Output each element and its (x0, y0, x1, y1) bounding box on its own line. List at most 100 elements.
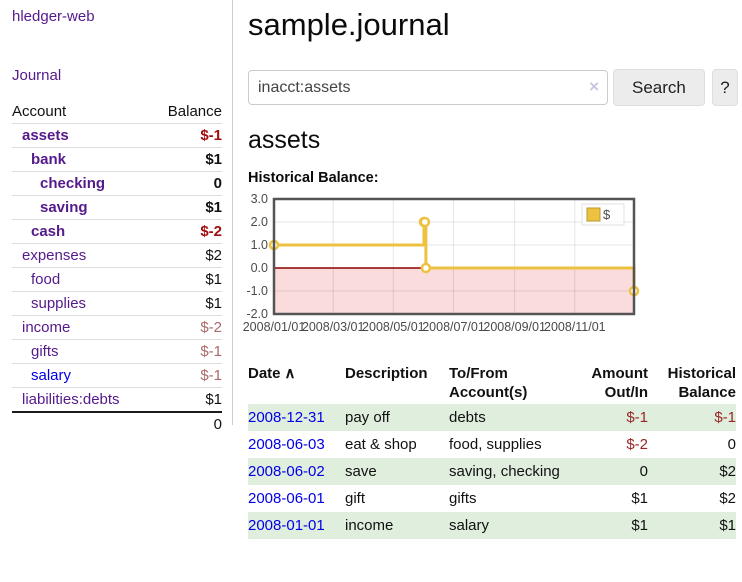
account-balance: $1 (205, 151, 222, 168)
y-tick-label: -1.0 (246, 284, 268, 298)
transaction-date-link[interactable]: 2008-06-03 (248, 436, 325, 453)
x-tick-label: 2008/01/01 (243, 320, 306, 334)
account-link-checking[interactable]: checking (40, 175, 106, 192)
account-row: assets $-1 (12, 124, 222, 148)
plot-border (272, 197, 636, 316)
transaction-accounts: debts (449, 404, 566, 431)
account-row: gifts $-1 (12, 340, 222, 364)
transaction-date-link[interactable]: 2008-01-01 (248, 517, 325, 534)
y-tick-label: 0.0 (251, 261, 268, 275)
transaction-accounts: salary (449, 512, 566, 539)
transaction-date-link[interactable]: 2008-12-31 (248, 409, 325, 426)
app-title-link[interactable]: hledger-web (12, 8, 95, 25)
account-row: checking 0 (12, 172, 222, 196)
negative-region (274, 268, 634, 314)
account-heading: assets (248, 126, 321, 154)
chart-title: Historical Balance: (248, 170, 379, 186)
account-balance: $1 (205, 199, 222, 216)
register-col-header: To/From Account(s) (449, 365, 528, 401)
register-row: 2008-06-02 save saving, checking 0 $2 (248, 458, 736, 485)
accounts-header-account: Account (12, 103, 67, 120)
transaction-date-link[interactable]: 2008-06-02 (248, 463, 325, 480)
account-row: liabilities:debts $1 (12, 388, 222, 413)
main-content: sample.journal × Search ? assets Histori… (233, 0, 742, 539)
register-col-header[interactable]: Date ∧ (248, 365, 296, 382)
accounts-header-balance: Balance (167, 103, 222, 120)
transaction-amount: 0 (566, 458, 648, 485)
transaction-amount: $-1 (566, 404, 648, 431)
accounts-table-header: Account Balance (12, 100, 222, 124)
transaction-balance: $-1 (648, 404, 736, 431)
sort-asc-icon: ∧ (284, 365, 296, 382)
register-row: 2008-06-03 eat & shop food, supplies $-2 0 (248, 431, 736, 458)
y-tick-label: -2.0 (246, 307, 268, 321)
account-row: food $1 (12, 268, 222, 292)
register-table: Date ∧ Description To/From Account(s) Amount… (248, 362, 736, 539)
transaction-date-link[interactable]: 2008-06-01 (248, 490, 325, 507)
clear-search-icon[interactable]: × (589, 77, 599, 96)
search-button[interactable]: Search (613, 69, 705, 106)
search-input[interactable] (248, 70, 608, 105)
account-balance: $1 (205, 271, 222, 288)
accounts-total-value: 0 (213, 416, 222, 433)
account-link-supplies[interactable]: supplies (31, 295, 87, 312)
account-link-bank[interactable]: bank (31, 151, 67, 168)
transaction-balance: 0 (727, 436, 736, 453)
account-link-salary[interactable]: salary (31, 367, 72, 384)
x-tick-label: 2008/07/01 (422, 320, 485, 334)
account-balance: $-1 (200, 343, 222, 360)
transaction-balance: $2 (719, 490, 736, 507)
transaction-description: eat & shop (345, 436, 417, 453)
account-link-liabilities-debts[interactable]: liabilities:debts (22, 391, 120, 408)
transaction-balance: $2 (648, 458, 736, 485)
account-link-assets[interactable]: assets (22, 127, 69, 144)
legend-label: $ (603, 207, 611, 222)
x-tick-label: 2008/09/01 (483, 320, 546, 334)
register-col-header: Historical Balance (667, 365, 736, 401)
account-link-saving[interactable]: saving (40, 199, 88, 216)
historical-balance-chart: $3.0 2.0 1.0 0.0 -1.0 -2.0 2008/01/01 2008/03/0… (243, 192, 738, 340)
account-row: saving $1 (12, 196, 222, 220)
x-tick-label: 2008/05/01 (362, 320, 425, 334)
account-link-food[interactable]: food (31, 271, 61, 288)
sidebar: hledger-web Journal Account Balance asse… (0, 0, 233, 433)
accounts-table: Account Balance assets $-1 bank $1 checking 0… (12, 100, 222, 436)
account-balance: $-2 (200, 319, 222, 336)
balance-chart-svg: $3.0 2.0 1.0 0.0 -1.0 -2.02008/01/012008/03/0… (243, 192, 640, 334)
account-balance: $1 (205, 391, 222, 408)
data-point-marker (420, 262, 432, 274)
transaction-balance: $1 (648, 512, 736, 539)
account-link-expenses[interactable]: expenses (22, 247, 87, 264)
page-title: sample.journal (248, 7, 450, 42)
transaction-amount: $-2 (626, 436, 648, 453)
transaction-amount: $1 (631, 490, 648, 507)
register-col-header: Description (345, 365, 428, 382)
transaction-amount: $1 (566, 512, 648, 539)
data-point-marker (419, 216, 431, 228)
transaction-description: save (345, 458, 449, 485)
account-balance: 0 (213, 175, 222, 192)
transaction-description: gift (345, 490, 366, 507)
transaction-description: income (345, 512, 449, 539)
accounts-total-row: 0 (12, 413, 222, 436)
account-link-cash[interactable]: cash (31, 223, 66, 240)
register-row: 2008-12-31 pay off debts $-1 $-1 (248, 404, 736, 431)
transaction-description: pay off (345, 404, 449, 431)
account-row: income $-2 (12, 316, 222, 340)
register-row: 2008-01-01 income salary $1 $1 (248, 512, 736, 539)
account-row: cash $-2 (12, 220, 222, 244)
x-tick-label: 2008/03/01 (302, 320, 365, 334)
legend-swatch (586, 207, 601, 222)
account-link-income[interactable]: income (22, 319, 71, 336)
account-balance: $1 (205, 295, 222, 312)
account-link-gifts[interactable]: gifts (31, 343, 59, 360)
search-bar: × Search ? (248, 69, 738, 106)
help-button[interactable]: ? (711, 69, 738, 106)
register-col-header: Amount Out/In (591, 365, 648, 401)
account-balance: $-1 (200, 367, 222, 384)
y-tick-label: 1.0 (251, 238, 268, 252)
transaction-accounts: gifts (449, 490, 477, 507)
sidebar-item-journal[interactable]: Journal (12, 67, 62, 84)
account-balance: $-2 (200, 223, 222, 240)
account-row: supplies $1 (12, 292, 222, 316)
